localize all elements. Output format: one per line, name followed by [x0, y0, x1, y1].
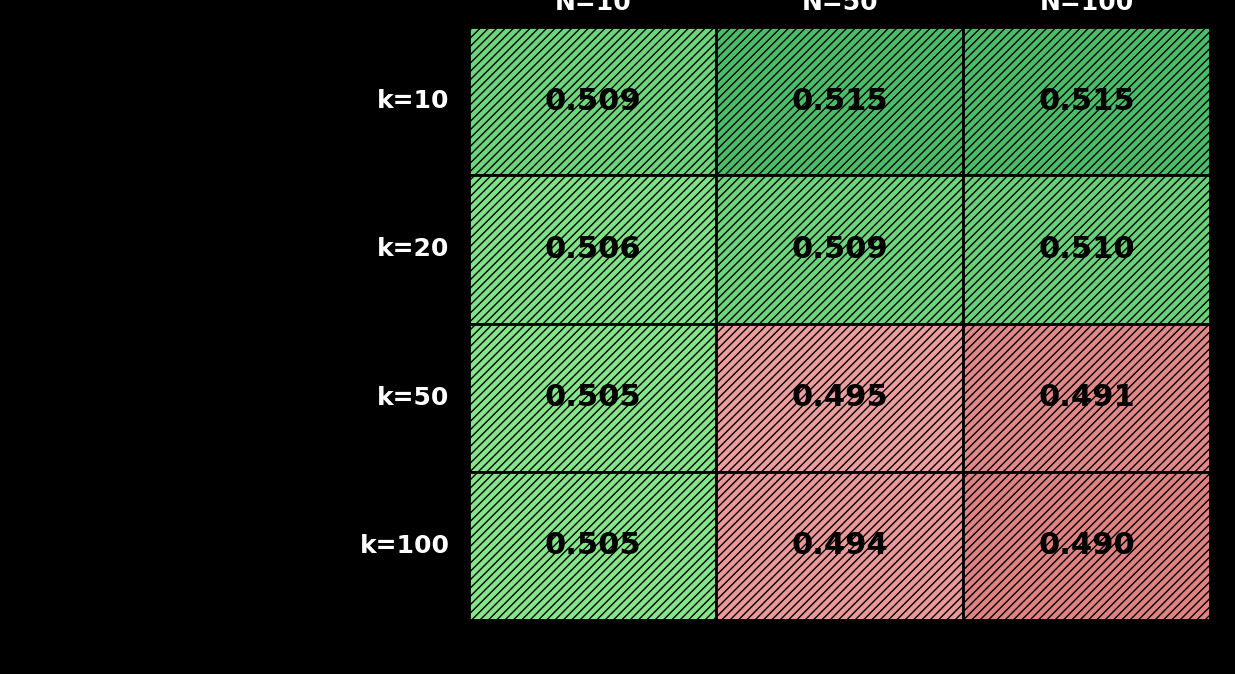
Text: 0.491: 0.491	[1039, 383, 1135, 412]
Text: 0.505: 0.505	[545, 531, 641, 561]
Text: k=100: k=100	[359, 534, 450, 558]
Text: N=10: N=10	[555, 0, 631, 15]
Bar	[469, 472, 716, 620]
Bar	[469, 27, 716, 175]
Bar	[963, 27, 1210, 175]
Bar	[716, 27, 963, 175]
Bar	[716, 472, 963, 620]
Bar	[716, 175, 963, 324]
Text: k=10: k=10	[377, 89, 450, 113]
Text: 0.515: 0.515	[1039, 86, 1135, 116]
Bar	[963, 175, 1210, 324]
Bar	[963, 324, 1210, 472]
Bar	[469, 27, 716, 175]
Text: k=20: k=20	[377, 237, 450, 262]
Text: 0.509: 0.509	[792, 235, 888, 264]
Text: 0.494: 0.494	[792, 531, 888, 561]
Bar	[716, 472, 963, 620]
Text: N=50: N=50	[802, 0, 878, 15]
Text: 0.509: 0.509	[545, 86, 641, 116]
Bar	[469, 324, 716, 472]
Text: 0.505: 0.505	[545, 383, 641, 412]
Bar	[963, 472, 1210, 620]
Text: 0.490: 0.490	[1039, 531, 1135, 561]
Bar	[716, 27, 963, 175]
Bar	[963, 27, 1210, 175]
Bar	[963, 175, 1210, 324]
Text: 0.495: 0.495	[792, 383, 888, 412]
Bar	[469, 175, 716, 324]
Bar	[963, 472, 1210, 620]
Bar	[716, 175, 963, 324]
Bar	[469, 472, 716, 620]
Text: 0.506: 0.506	[545, 235, 641, 264]
Text: 0.510: 0.510	[1039, 235, 1135, 264]
Bar	[963, 324, 1210, 472]
Bar	[469, 175, 716, 324]
Bar	[716, 324, 963, 472]
Text: N=100: N=100	[1040, 0, 1134, 15]
Text: 0.515: 0.515	[792, 86, 888, 116]
Bar	[716, 324, 963, 472]
Bar	[469, 324, 716, 472]
Text: k=50: k=50	[377, 386, 450, 410]
